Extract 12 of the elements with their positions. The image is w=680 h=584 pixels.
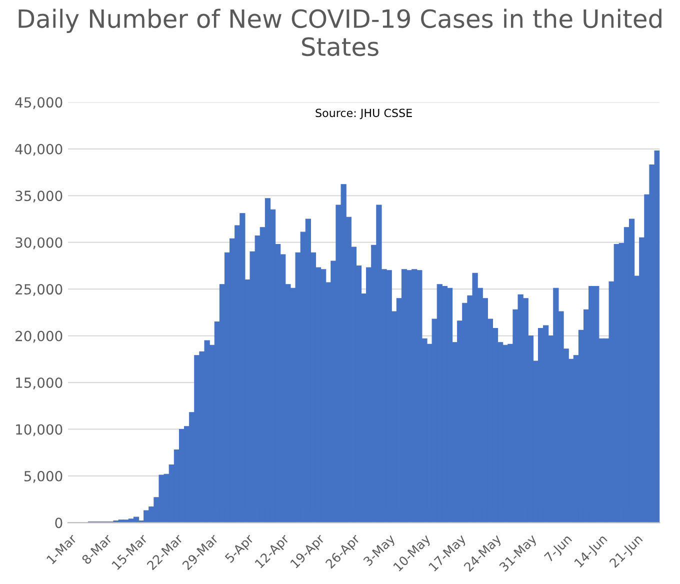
y-tick-label: 5,000 [24, 470, 62, 483]
y-tick-label: 15,000 [16, 377, 62, 390]
y-tick-label: 10,000 [16, 424, 62, 436]
annotation: Source: JHU CSSE [316, 108, 412, 120]
y-tick-label: 0 [55, 518, 62, 528]
y-tick-label: 35,000 [16, 190, 62, 203]
y-tick-label: 25,000 [16, 284, 62, 296]
y-tick-label: 20,000 [16, 330, 62, 343]
y-tick-label: 40,000 [15, 144, 62, 156]
y-tick-label: 30,000 [16, 237, 62, 250]
chart-title: Daily Number of New COVID-19 Cases in the United States [18, 8, 662, 56]
y-tick-label: 45,000 [15, 97, 62, 110]
